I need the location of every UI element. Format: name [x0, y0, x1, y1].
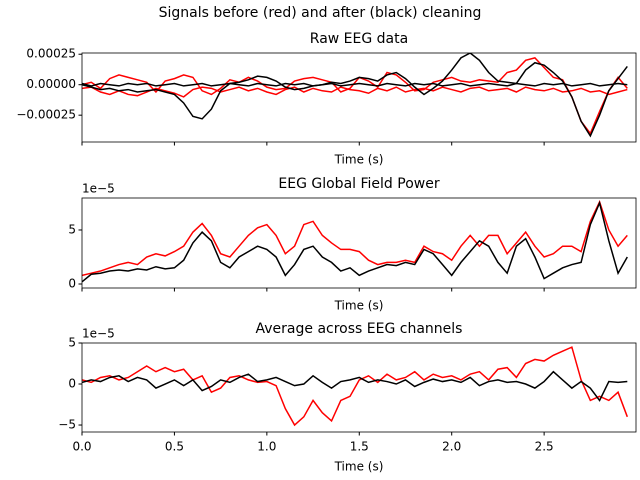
line-series	[82, 346, 629, 427]
offset-label: 1e−5	[82, 182, 115, 196]
y-tick-label: 0	[68, 377, 76, 391]
y-tick-label: 0.00000	[26, 77, 76, 91]
axes-frame	[81, 52, 637, 143]
y-tick-label: 5	[68, 336, 76, 350]
line-series	[82, 82, 628, 87]
x-tick-label: 2.5	[535, 440, 554, 454]
y-tick-label: −0.00025	[16, 108, 76, 122]
x-tick-label: 0.0	[72, 440, 91, 454]
figure-title: Signals before (red) and after (black) c…	[159, 5, 482, 21]
y-tick-label: 5	[68, 222, 76, 236]
x-axis-label: Time (s)	[334, 299, 384, 313]
offset-label: 1e−5	[82, 327, 115, 341]
x-tick-label: 1.5	[350, 440, 369, 454]
line-series	[82, 200, 628, 283]
line-series	[82, 53, 628, 138]
line-series	[82, 86, 628, 98]
x-axis-label: Time (s)	[334, 153, 384, 167]
y-tick-label: 0.00025	[26, 47, 76, 61]
x-tick-label: 2.0	[442, 440, 461, 454]
y-tick-label: −5	[58, 418, 76, 432]
x-axis-label: Time (s)	[334, 460, 384, 474]
axes-title: Raw EEG data	[310, 31, 408, 47]
axes-title: Average across EEG channels	[256, 321, 463, 337]
line-series	[82, 57, 628, 135]
axes-frame	[81, 197, 637, 289]
axes-frame	[81, 342, 637, 433]
axes-title: EEG Global Field Power	[278, 176, 439, 192]
line-series	[82, 370, 628, 402]
line-series	[82, 199, 628, 277]
x-tick-label: 0.5	[165, 440, 184, 454]
x-tick-label: 1.0	[257, 440, 276, 454]
y-tick-label: 0	[68, 277, 76, 291]
